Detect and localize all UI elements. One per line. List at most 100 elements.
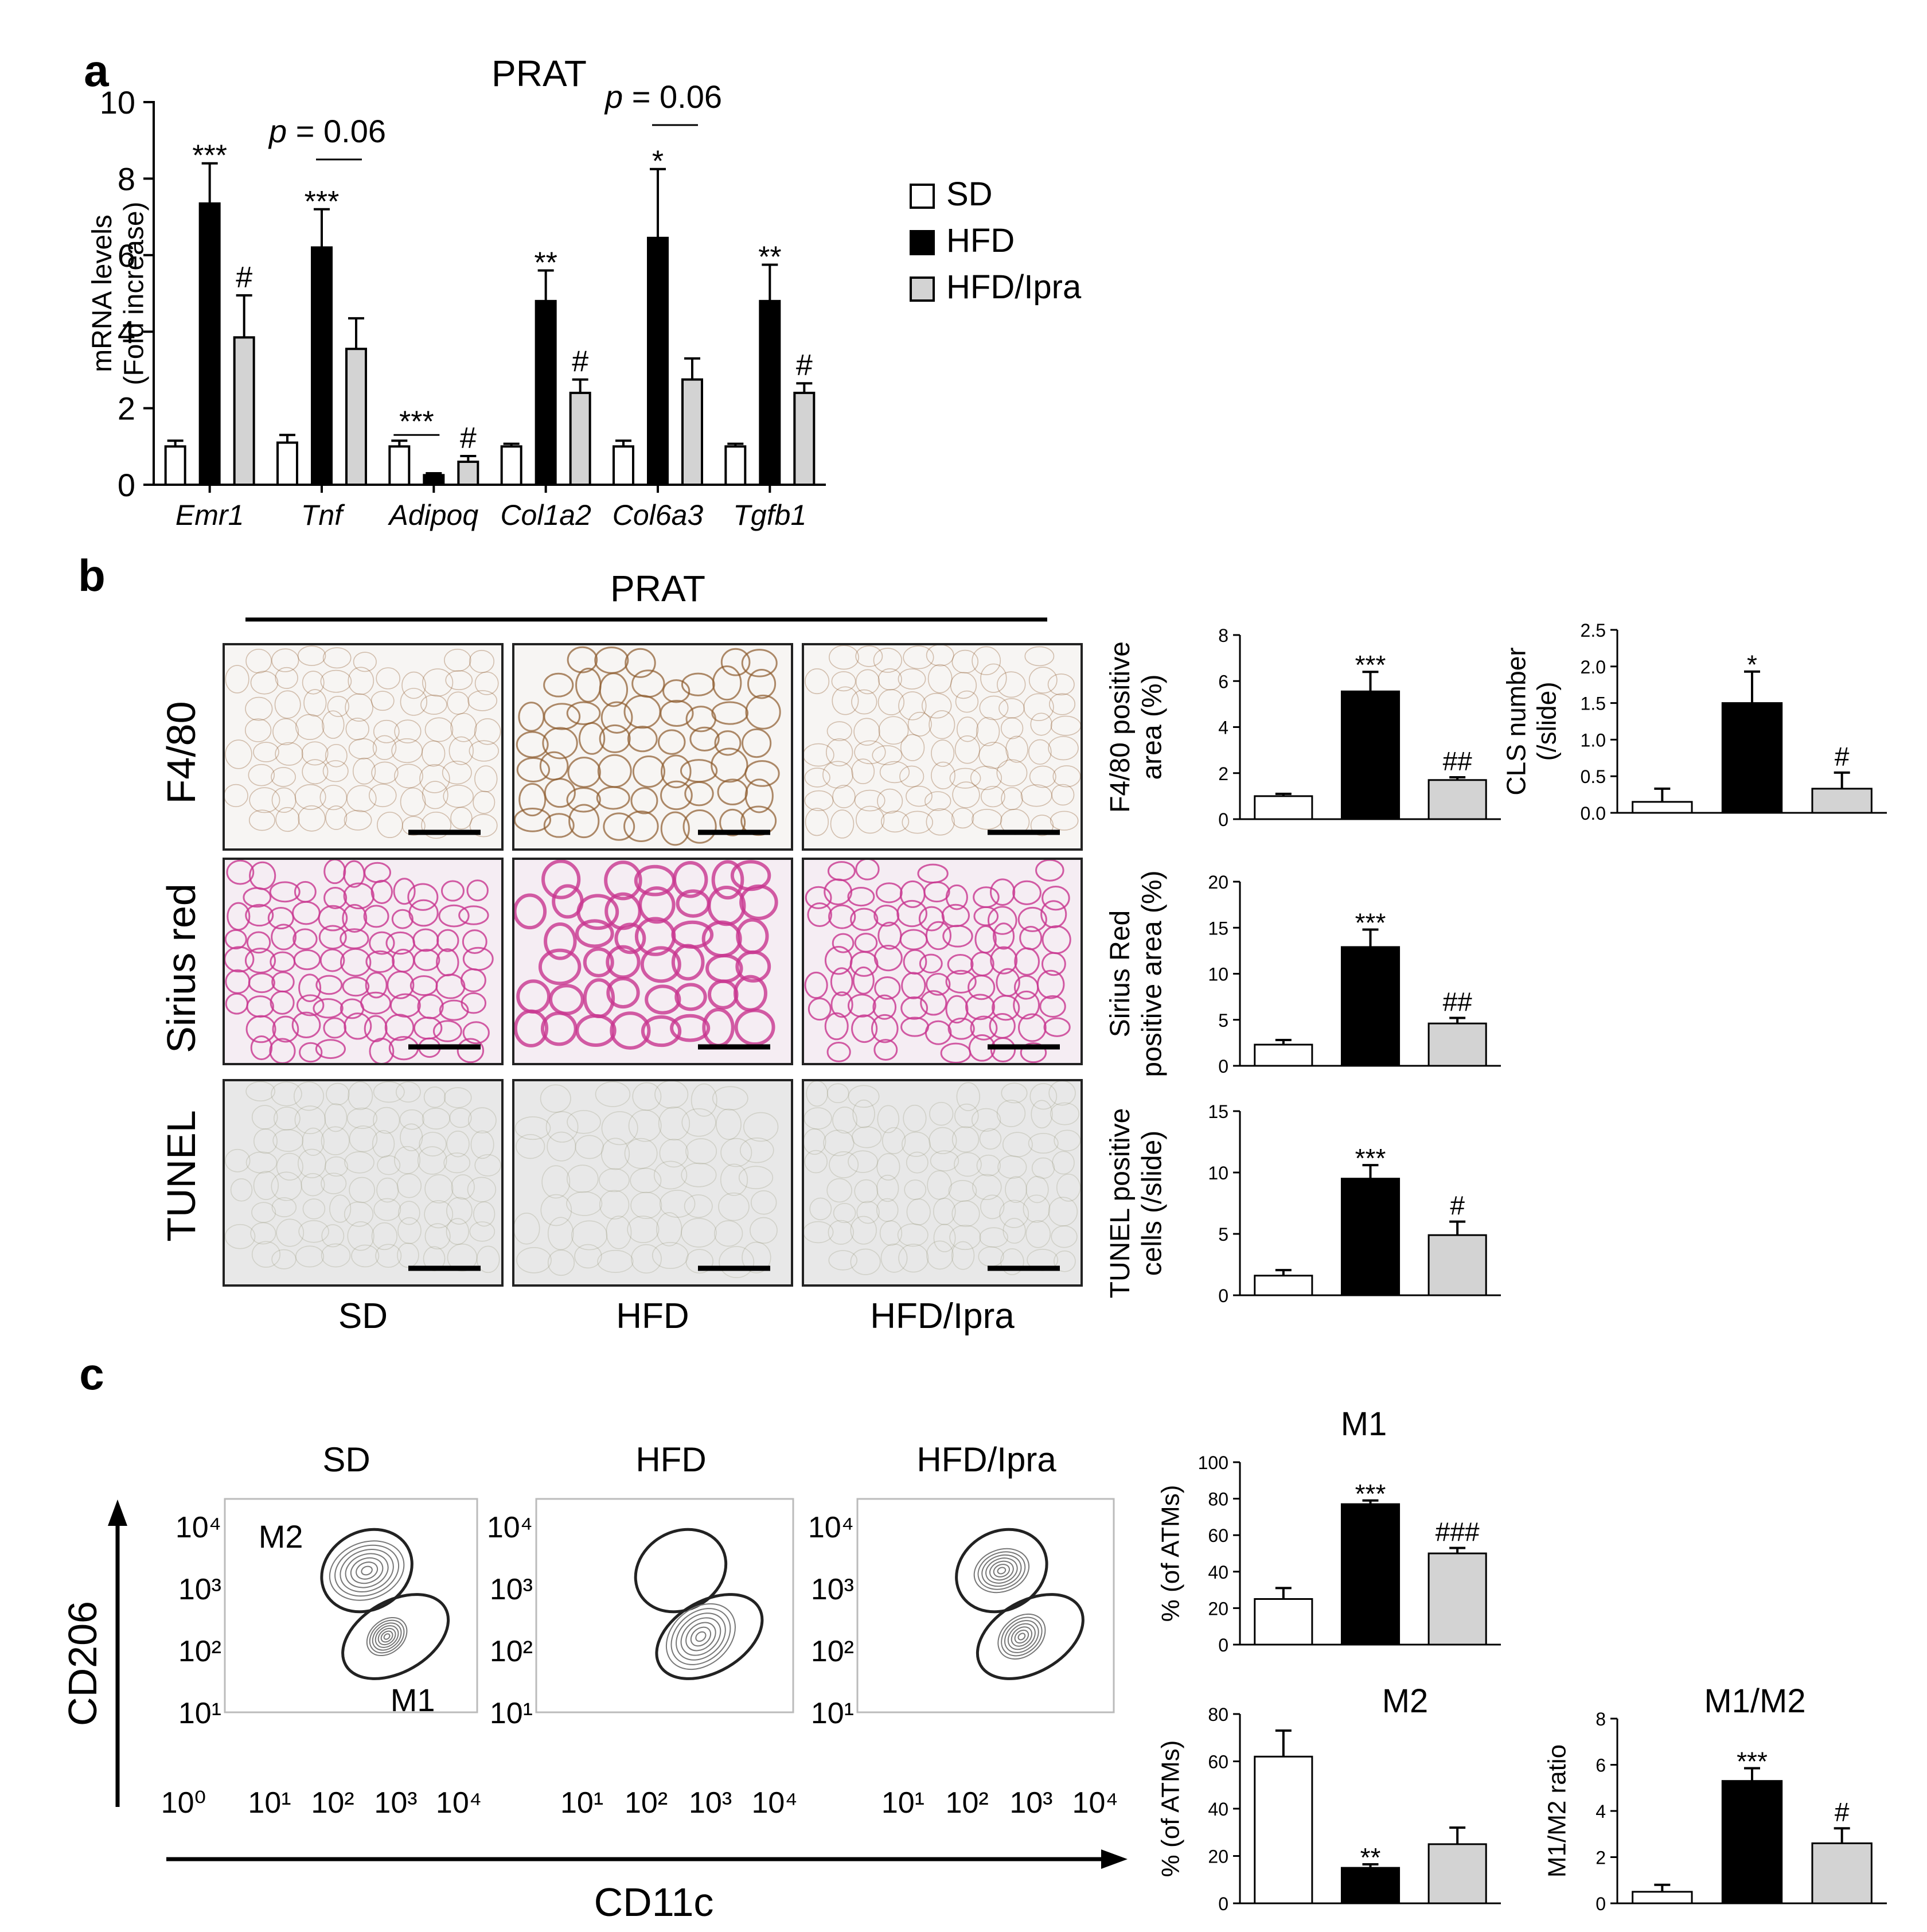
adipocyte-outline: [933, 1224, 956, 1252]
adipocyte-outline: [323, 886, 348, 909]
adipocyte-outline: [294, 784, 326, 810]
adipocyte-outline: [566, 1164, 599, 1193]
adipocyte-outline: [854, 1179, 879, 1203]
adipocyte-outline: [267, 906, 294, 930]
adipocyte-outline: [808, 998, 832, 1021]
adipocyte-outline: [851, 1014, 878, 1043]
adipocyte-outline: [750, 1217, 778, 1244]
micrograph-row-label: Sirius red: [159, 883, 204, 1053]
adipocyte-outline: [372, 735, 397, 760]
adipocyte-outline: [318, 905, 348, 932]
flow-x-tick-label: 10²: [625, 1786, 668, 1820]
adipocyte-outline: [424, 1174, 454, 1203]
density-contour: [380, 1630, 393, 1643]
chart-b-sirius-y-tick-label: 0: [1218, 1056, 1228, 1077]
chart-b-cls-y-tick-label: 1.5: [1581, 694, 1606, 714]
chart-c-m2-y-label-line: % (of ATMs): [1156, 1740, 1184, 1878]
adipocyte-outline: [898, 1244, 929, 1273]
adipocyte-outline: [373, 1107, 400, 1134]
density-contour: [366, 1617, 408, 1657]
panel-label-c: c: [79, 1349, 104, 1399]
chart-c-ratio-y-tick-label: 2: [1596, 1848, 1606, 1868]
adipocyte-outline: [391, 909, 414, 929]
adipocyte-outline: [575, 919, 614, 948]
adipocyte-outline: [419, 1132, 447, 1156]
adipocyte-outline: [473, 1201, 496, 1227]
adipocyte-outline: [1029, 765, 1056, 788]
flow-y-tick-label: 10¹: [178, 1697, 221, 1730]
chart-b-tunel-annotation: ***: [1355, 1143, 1386, 1173]
adipocyte-outline: [1048, 1197, 1078, 1226]
adipocyte-outline: [832, 1107, 857, 1134]
density-contour: [361, 1565, 373, 1576]
adipocyte-outline: [1048, 736, 1079, 761]
flow-x-tick-label: 10²: [311, 1786, 354, 1820]
m1-gate: [341, 1593, 450, 1680]
adipocyte-outline: [879, 1220, 903, 1246]
m2-gate: [634, 1528, 728, 1614]
adipocyte-outline: [931, 739, 955, 767]
chart-b-f480-bar: [1427, 779, 1487, 820]
micrograph-column-label: HFD/Ipra: [870, 1296, 1015, 1336]
micrograph-frame: [223, 1079, 504, 1287]
adipocyte-outline: [302, 759, 329, 785]
adipocyte-outline: [599, 672, 629, 707]
adipocyte-outline: [408, 899, 439, 927]
chart-a-y-label-line: mRNA levels: [87, 215, 118, 372]
adipocyte-outline: [972, 646, 1001, 675]
adipocyte-outline: [424, 717, 454, 742]
density-contour: [375, 1625, 399, 1648]
adipocyte-outline: [583, 947, 614, 977]
adipocyte-outline: [1052, 1151, 1075, 1175]
adipocyte-outline: [828, 1250, 858, 1271]
adipocyte-outline: [714, 730, 742, 756]
adipocyte-outline: [930, 1150, 959, 1171]
adipocyte-outline: [899, 765, 925, 788]
adipocyte-outline: [365, 972, 388, 999]
adipocyte-outline: [298, 1220, 329, 1243]
flow-y-tick-label: 10³: [490, 1573, 533, 1606]
adipocyte-outline: [1017, 1013, 1047, 1042]
adipocyte-outline: [600, 701, 633, 734]
adipocyte-outline: [657, 729, 686, 755]
adipocyte-outline: [250, 671, 279, 695]
adipocyte-outline: [461, 992, 487, 1014]
adipocyte-outline: [597, 1249, 634, 1273]
adipocyte-outline: [595, 1081, 631, 1107]
chart-b-cls-y-label: CLS number (/slide): [1501, 647, 1562, 795]
adipocyte-outline: [630, 1191, 662, 1219]
m2-gate: [320, 1528, 414, 1614]
adipocyte-outline: [450, 712, 477, 742]
adipocyte-outline: [878, 716, 909, 745]
chart-a-category-label: Col1a2: [500, 499, 591, 531]
adipocyte-outline: [948, 1180, 977, 1202]
adipocyte-outline: [391, 738, 423, 764]
adipocyte-outline: [807, 902, 832, 928]
micrograph-image: [223, 858, 504, 1065]
adipocyte-outline: [516, 1247, 552, 1273]
adipocyte-outline: [245, 903, 274, 927]
adipocyte-outline: [826, 1178, 852, 1203]
adipocyte-outline: [516, 757, 551, 782]
adipocyte-outline: [321, 1126, 350, 1155]
adipocyte-outline: [270, 990, 295, 1015]
adipocyte-outline: [225, 665, 249, 694]
adipocyte-outline: [965, 994, 995, 1020]
adipocyte-outline: [436, 929, 459, 952]
chart-b-sirius-bar: [1427, 1022, 1487, 1067]
adipocyte-outline: [990, 878, 1016, 906]
adipocyte-outline: [248, 972, 275, 994]
adipocyte-outline: [251, 1202, 276, 1223]
adipocyte-outline: [396, 1173, 422, 1198]
chart-b-sirius-y-tick-label: 10: [1208, 964, 1228, 985]
adipocyte-outline: [513, 893, 547, 930]
adipocyte-outline: [275, 742, 303, 766]
chart-c-m1-y-label: % (of ATMs): [1156, 1485, 1184, 1622]
adipocyte-outline: [956, 1082, 980, 1112]
adipocyte-outline: [462, 1021, 490, 1045]
adipocyte-outline: [847, 886, 875, 907]
chart-c-ratio-y-tick-label: 4: [1596, 1801, 1606, 1822]
adipocyte-outline: [945, 969, 977, 994]
adipocyte-outline: [272, 718, 299, 746]
adipocyte-outline: [850, 1216, 877, 1245]
